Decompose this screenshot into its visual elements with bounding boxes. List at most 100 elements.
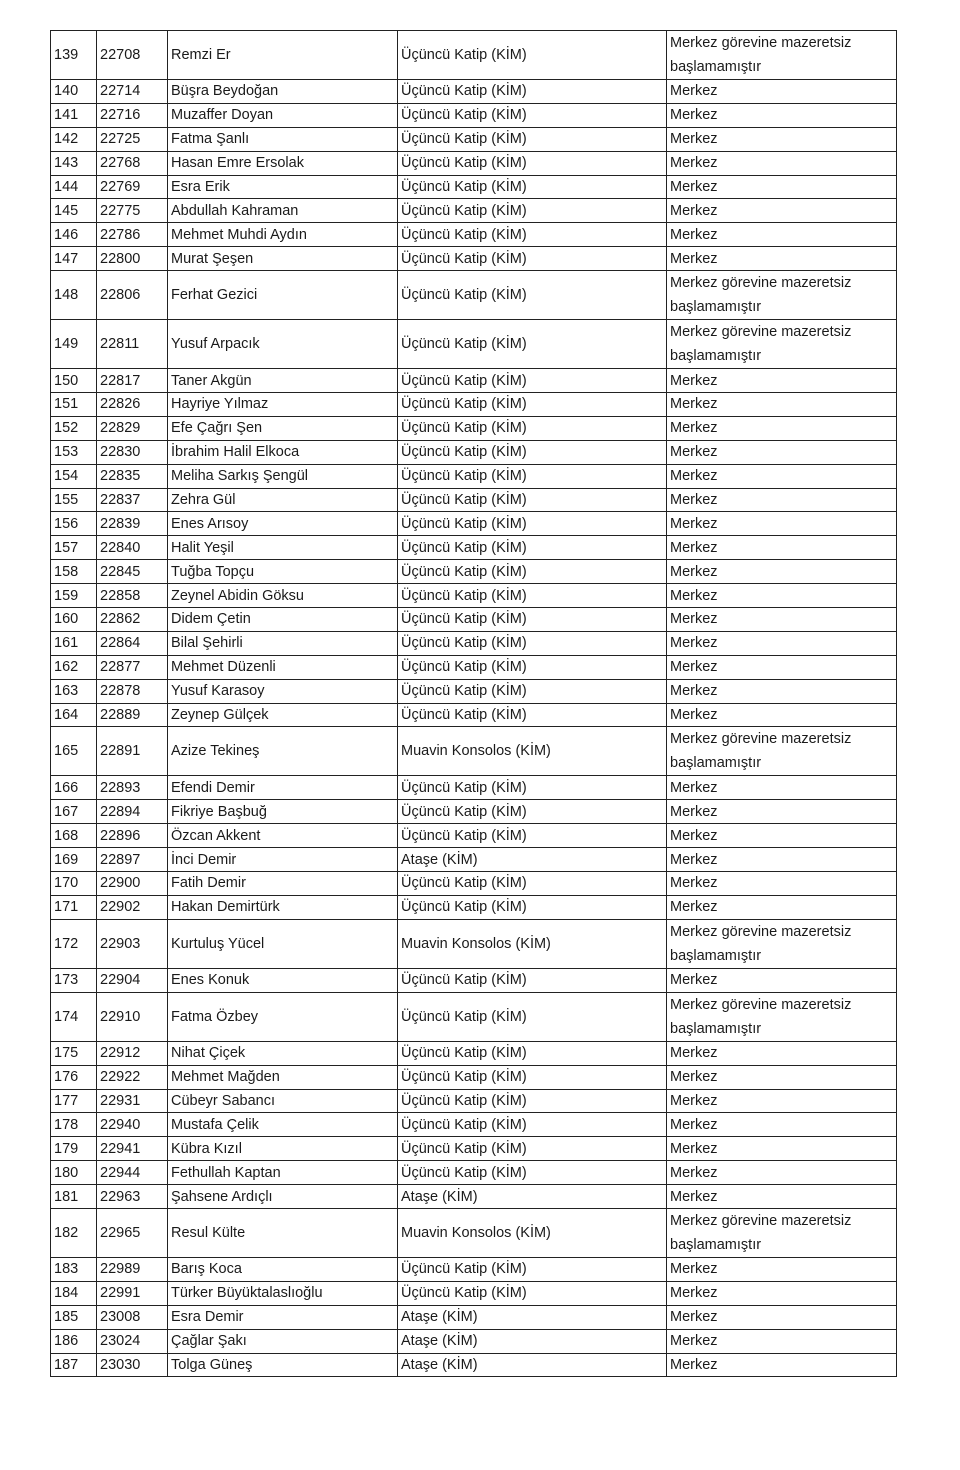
status-cell: Merkez görevine mazeretsiz başlamamıştır bbox=[666, 726, 897, 777]
row-number-cell: 177 bbox=[50, 1088, 97, 1114]
table-row: 157 22840 Halit Yeşil Üçüncü Katip (KİM) Mer… bbox=[50, 535, 897, 561]
full-name-cell: Didem Çetin bbox=[167, 607, 398, 632]
personnel-table: 139 22708 Remzi Er Üçüncü Katip (KİM) Merkez… bbox=[50, 30, 897, 1378]
full-name-cell: Enes Arısoy bbox=[167, 511, 398, 537]
title-cell: Üçüncü Katip (KİM) bbox=[397, 439, 667, 465]
full-name-cell: Mehmet Mağden bbox=[167, 1064, 398, 1090]
status-cell: Merkez bbox=[666, 871, 897, 896]
title-cell: Üçüncü Katip (KİM) bbox=[397, 79, 667, 104]
full-name-cell: Taner Akgün bbox=[167, 368, 398, 394]
status-cell: Merkez bbox=[666, 463, 897, 489]
registry-number-cell: 22891 bbox=[96, 726, 168, 777]
status-cell: Merkez bbox=[666, 823, 897, 849]
registry-number-cell: 22769 bbox=[96, 174, 168, 200]
registry-number-cell: 22896 bbox=[96, 823, 168, 849]
title-cell: Üçüncü Katip (KİM) bbox=[397, 368, 667, 394]
status-cell: Merkez bbox=[666, 607, 897, 632]
table-row: 180 22944 Fethullah Kaptan Üçüncü Katip (Kİ… bbox=[50, 1160, 897, 1186]
table-row: 171 22902 Hakan Demirtürk Üçüncü Katip (KİM… bbox=[50, 894, 897, 920]
status-cell: Merkez bbox=[666, 559, 897, 585]
status-cell: Merkez bbox=[666, 1064, 897, 1090]
title-cell: Üçüncü Katip (KİM) bbox=[397, 174, 667, 200]
registry-number-cell: 22864 bbox=[96, 630, 168, 656]
table-row: 183 22989 Barış Koca Üçüncü Katip (KİM) Merk… bbox=[50, 1256, 897, 1282]
full-name-cell: Hayriye Yılmaz bbox=[167, 392, 398, 417]
full-name-cell: Resul Külte bbox=[167, 1207, 398, 1258]
registry-number-cell: 22897 bbox=[96, 847, 168, 873]
title-cell: Üçüncü Katip (KİM) bbox=[397, 583, 667, 609]
full-name-cell: Fatma Şanlı bbox=[167, 126, 398, 152]
status-cell: Merkez bbox=[666, 1256, 897, 1282]
status-cell: Merkez bbox=[666, 222, 897, 248]
registry-number-cell: 22768 bbox=[96, 150, 168, 176]
row-number-cell: 166 bbox=[50, 775, 97, 801]
status-cell: Merkez bbox=[666, 1280, 897, 1306]
full-name-cell: Zeynep Gülçek bbox=[167, 702, 398, 728]
status-cell: Merkez görevine mazeretsiz başlamamıştır bbox=[666, 918, 897, 969]
row-number-cell: 174 bbox=[50, 991, 97, 1042]
registry-number-cell: 22830 bbox=[96, 439, 168, 465]
table-row: 154 22835 Meliha Sarkış Şengül Üçüncü Katip… bbox=[50, 463, 897, 489]
title-cell: Üçüncü Katip (KİM) bbox=[397, 198, 667, 224]
table-row: 163 22878 Yusuf Karasoy Üçüncü Katip (KİM) M… bbox=[50, 678, 897, 704]
registry-number-cell: 22826 bbox=[96, 392, 168, 417]
title-cell: Üçüncü Katip (KİM) bbox=[397, 991, 667, 1042]
full-name-cell: Enes Konuk bbox=[167, 967, 398, 993]
table-row: 166 22893 Efendi Demir Üçüncü Katip (KİM) Me… bbox=[50, 775, 897, 801]
row-number-cell: 150 bbox=[50, 368, 97, 394]
table-row: 142 22725 Fatma Şanlı Üçüncü Katip (KİM) Mer… bbox=[50, 126, 897, 152]
status-cell: Merkez bbox=[666, 1088, 897, 1114]
title-cell: Üçüncü Katip (KİM) bbox=[397, 775, 667, 801]
full-name-cell: İnci Demir bbox=[167, 847, 398, 873]
full-name-cell: Barış Koca bbox=[167, 1256, 398, 1282]
row-number-cell: 155 bbox=[50, 487, 97, 513]
full-name-cell: Yusuf Arpacık bbox=[167, 319, 398, 370]
table-row: 177 22931 Cübeyr Sabancı Üçüncü Katip (KİM)… bbox=[50, 1088, 897, 1114]
registry-number-cell: 22902 bbox=[96, 894, 168, 920]
row-number-cell: 183 bbox=[50, 1256, 97, 1282]
full-name-cell: Mustafa Çelik bbox=[167, 1112, 398, 1138]
title-cell: Üçüncü Katip (KİM) bbox=[397, 270, 667, 321]
table-row: 150 22817 Taner Akgün Üçüncü Katip (KİM) Mer… bbox=[50, 368, 897, 394]
status-cell: Merkez bbox=[666, 392, 897, 417]
registry-number-cell: 23024 bbox=[96, 1328, 168, 1354]
registry-number-cell: 22829 bbox=[96, 415, 168, 441]
row-number-cell: 175 bbox=[50, 1040, 97, 1066]
status-cell: Merkez bbox=[666, 102, 897, 128]
title-cell: Üçüncü Katip (KİM) bbox=[397, 1088, 667, 1114]
title-cell: Üçüncü Katip (KİM) bbox=[397, 1160, 667, 1186]
table-row: 140 22714 Büşra Beydoğan Üçüncü Katip (KİM)… bbox=[50, 79, 897, 104]
full-name-cell: Özcan Akkent bbox=[167, 823, 398, 849]
title-cell: Üçüncü Katip (KİM) bbox=[397, 654, 667, 680]
row-number-cell: 148 bbox=[50, 270, 97, 321]
status-cell: Merkez bbox=[666, 1304, 897, 1330]
title-cell: Üçüncü Katip (KİM) bbox=[397, 487, 667, 513]
status-cell: Merkez bbox=[666, 126, 897, 152]
registry-number-cell: 22989 bbox=[96, 1256, 168, 1282]
row-number-cell: 164 bbox=[50, 702, 97, 728]
full-name-cell: Fethullah Kaptan bbox=[167, 1160, 398, 1186]
registry-number-cell: 22835 bbox=[96, 463, 168, 489]
status-cell: Merkez bbox=[666, 1112, 897, 1138]
registry-number-cell: 22800 bbox=[96, 246, 168, 272]
table-row: 156 22839 Enes Arısoy Üçüncü Katip (KİM) Mer… bbox=[50, 511, 897, 537]
status-cell: Merkez bbox=[666, 654, 897, 680]
title-cell: Üçüncü Katip (KİM) bbox=[397, 607, 667, 632]
row-number-cell: 163 bbox=[50, 678, 97, 704]
title-cell: Üçüncü Katip (KİM) bbox=[397, 463, 667, 489]
row-number-cell: 142 bbox=[50, 126, 97, 152]
full-name-cell: Esra Demir bbox=[167, 1304, 398, 1330]
registry-number-cell: 22931 bbox=[96, 1088, 168, 1114]
status-cell: Merkez bbox=[666, 535, 897, 561]
title-cell: Üçüncü Katip (KİM) bbox=[397, 894, 667, 920]
full-name-cell: Türker Büyüktalaslıoğlu bbox=[167, 1280, 398, 1306]
full-name-cell: Yusuf Karasoy bbox=[167, 678, 398, 704]
row-number-cell: 158 bbox=[50, 559, 97, 585]
table-row: 162 22877 Mehmet Düzenli Üçüncü Katip (KİM)… bbox=[50, 654, 897, 680]
table-row: 178 22940 Mustafa Çelik Üçüncü Katip (KİM) M… bbox=[50, 1112, 897, 1138]
table-row: 143 22768 Hasan Emre Ersolak Üçüncü Katip (… bbox=[50, 150, 897, 176]
status-cell: Merkez bbox=[666, 439, 897, 465]
full-name-cell: Mehmet Düzenli bbox=[167, 654, 398, 680]
table-row: 151 22826 Hayriye Yılmaz Üçüncü Katip (KİM)… bbox=[50, 392, 897, 417]
row-number-cell: 185 bbox=[50, 1304, 97, 1330]
